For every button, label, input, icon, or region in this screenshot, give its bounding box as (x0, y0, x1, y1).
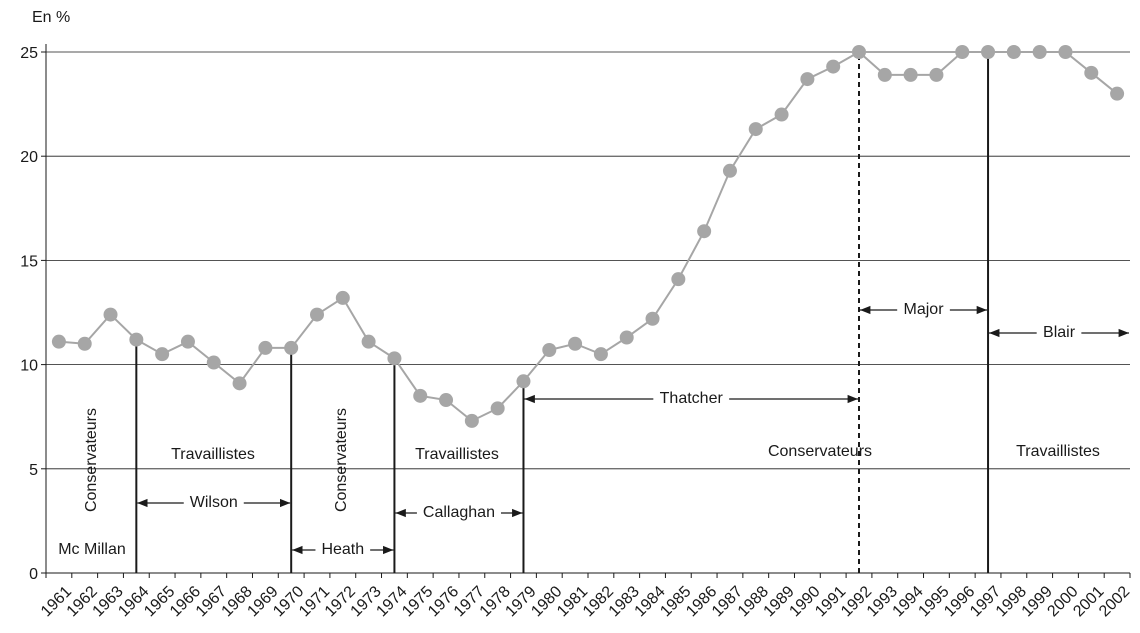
y-axis-label: En % (32, 9, 70, 26)
data-point (103, 307, 118, 322)
data-point (284, 340, 299, 355)
data-point (955, 45, 970, 59)
data-point (1084, 65, 1099, 80)
data-point (1006, 45, 1021, 59)
party-label: Conservateurs (768, 443, 872, 460)
data-point (258, 340, 273, 355)
y-tick-label: 15 (20, 253, 38, 270)
data-point (542, 343, 557, 358)
leader-label: Callaghan (423, 504, 495, 521)
data-point (77, 336, 92, 351)
party-label: Conservateurs (83, 408, 100, 512)
y-tick-label: 25 (20, 45, 38, 62)
data-point (903, 67, 918, 82)
party-label: Conservateurs (333, 408, 350, 512)
leader-label: Heath (321, 541, 364, 558)
data-point (722, 163, 737, 178)
party-label: Travaillistes (1016, 443, 1100, 460)
data-point (748, 122, 763, 137)
data-point (826, 59, 841, 74)
leader-label: Blair (1043, 324, 1076, 341)
data-point (180, 334, 195, 349)
y-tick-label: 0 (29, 566, 38, 583)
data-point (310, 307, 324, 322)
data-point (51, 334, 66, 349)
data-point (568, 336, 583, 351)
leader-label: Major (904, 301, 945, 318)
data-point (774, 107, 789, 122)
x-tick-label: 2002 (1096, 583, 1133, 620)
y-tick-label: 10 (20, 358, 38, 375)
data-point (929, 67, 944, 82)
data-point (877, 67, 892, 82)
data-point (490, 401, 505, 416)
data-point (981, 45, 996, 59)
data-point (619, 330, 634, 345)
data-point (387, 351, 402, 366)
data-point (335, 290, 350, 305)
data-point (593, 347, 608, 362)
data-point (697, 224, 712, 239)
party-label: Travaillistes (415, 446, 499, 463)
data-point (645, 311, 660, 326)
party-label: Travaillistes (171, 446, 255, 463)
leader-label: Wilson (190, 494, 238, 511)
data-point (206, 355, 221, 370)
data-point (129, 332, 144, 347)
data-point (1058, 45, 1073, 59)
data-point (232, 376, 247, 391)
data-point (516, 374, 531, 389)
data-point (439, 393, 454, 408)
data-point (800, 72, 815, 87)
data-point (361, 334, 376, 349)
data-point (1032, 45, 1047, 59)
y-tick-label: 5 (29, 462, 38, 479)
data-point (1110, 86, 1125, 101)
data-point (671, 272, 686, 287)
data-point (155, 347, 170, 362)
data-point (852, 45, 866, 59)
data-point (464, 413, 479, 428)
leader-label: Mc Millan (58, 541, 126, 558)
data-point (413, 388, 428, 403)
y-tick-label: 20 (20, 149, 38, 166)
leader-label: Thatcher (660, 390, 724, 407)
